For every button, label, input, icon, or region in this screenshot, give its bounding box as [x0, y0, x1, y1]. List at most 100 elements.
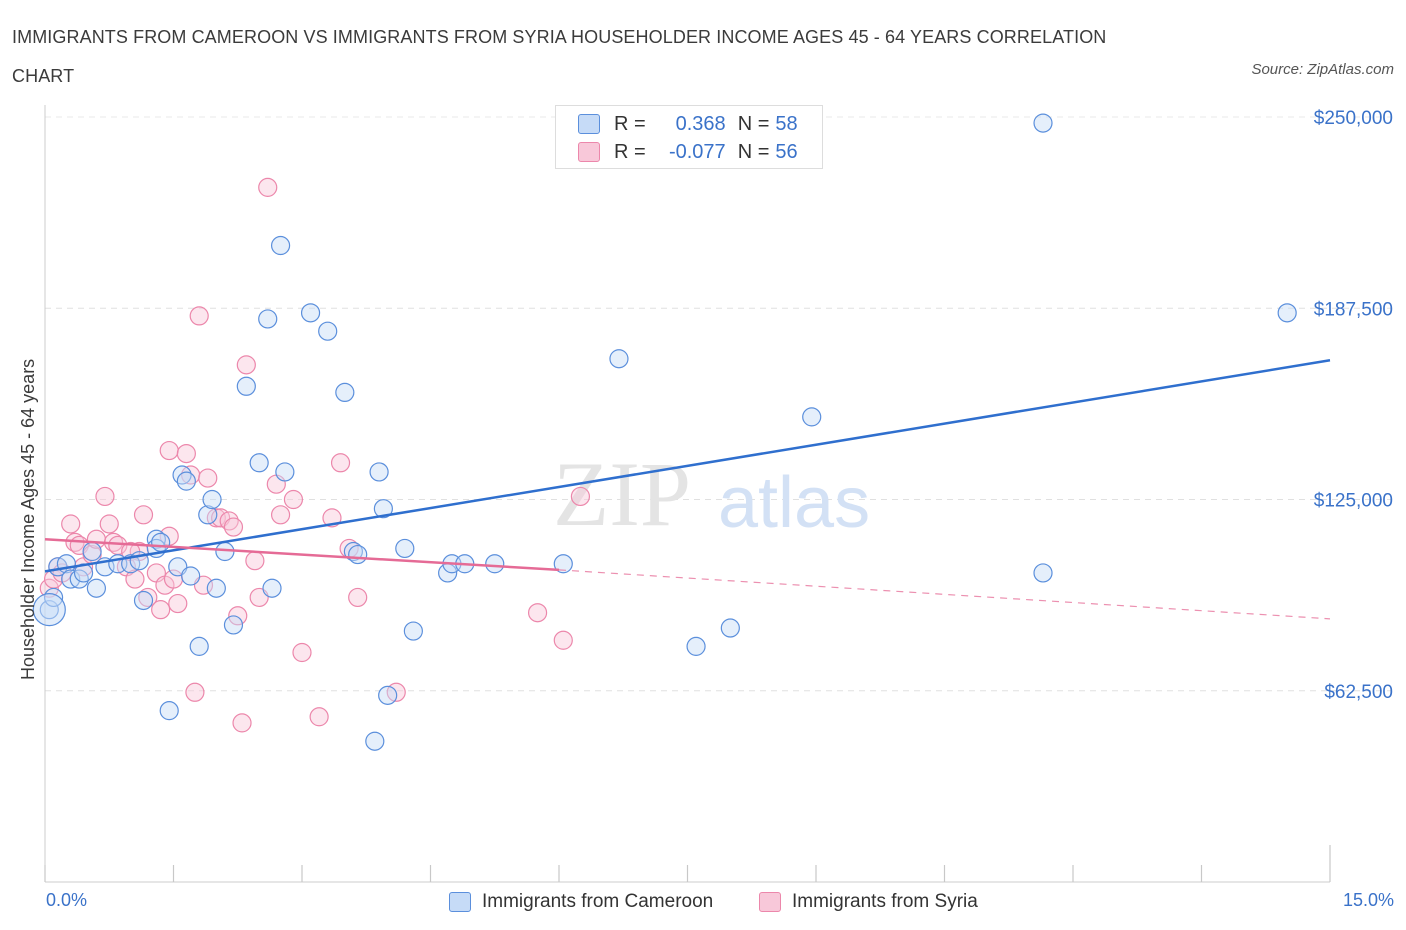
syria-point	[228, 606, 248, 626]
cameroon-point	[300, 303, 321, 323]
syria-point	[125, 569, 145, 589]
syria-trend-line	[44, 538, 560, 572]
n-label: N =	[737, 140, 770, 163]
cameroon-point	[553, 554, 573, 574]
cameroon-point	[258, 309, 278, 329]
cameroon-point	[318, 321, 338, 341]
cameroon-point-large	[32, 593, 66, 627]
r-label: R =	[614, 112, 646, 135]
syria-swatch	[578, 142, 600, 162]
cameroon-point	[262, 578, 282, 598]
cameroon-point	[159, 701, 179, 721]
cameroon-points	[32, 113, 1297, 751]
syria-point	[133, 505, 154, 525]
y-tick-label: $125,000	[1314, 491, 1393, 512]
cameroon-point	[82, 541, 102, 562]
cameroon-point	[365, 731, 385, 751]
cameroon-point	[1277, 303, 1297, 323]
syria-point	[151, 600, 171, 620]
legend-label-syria: Immigrants from Syria	[792, 891, 978, 912]
syria-point	[189, 306, 209, 326]
cameroon-point	[1033, 563, 1053, 583]
syria-point	[283, 489, 304, 510]
y-axis-label: Householder Income Ages 45 - 64 years	[18, 358, 38, 680]
r-value-syria: -0.077	[668, 140, 726, 163]
syria-trend-line-extension	[558, 569, 1331, 620]
syria-point	[236, 355, 256, 375]
axes	[44, 105, 1331, 883]
syria-point	[176, 444, 196, 464]
cameroon-point	[151, 532, 171, 552]
syria-point	[61, 514, 81, 534]
watermark-atlas: atlas	[718, 463, 870, 543]
syria-point	[527, 603, 548, 623]
r-value-cameroon: 0.368	[675, 112, 726, 135]
x-tick-max: 15.0%	[1342, 890, 1394, 910]
legend-item-cameroon: Immigrants from Cameroon	[449, 888, 713, 916]
syria-point	[168, 593, 188, 614]
syria-point	[223, 517, 244, 537]
cameroon-point	[270, 235, 291, 256]
cameroon-point	[236, 376, 256, 396]
cameroon-point	[189, 636, 209, 656]
cameroon-trend-line	[44, 359, 1331, 573]
syria-point	[330, 453, 351, 473]
syria-point	[270, 505, 291, 525]
n-value-cameroon: 58	[775, 112, 798, 135]
stats-legend: R = 0.368 N = 58 R = -0.077 N = 56	[555, 105, 823, 169]
source-label: Source: ZipAtlas.com	[1251, 61, 1394, 78]
n-value-syria: 56	[775, 140, 798, 163]
syria-point	[99, 514, 119, 534]
cameroon-point	[686, 636, 706, 656]
n-label: N =	[737, 112, 770, 135]
cameroon-point	[335, 382, 355, 402]
x-tick-min: 0.0%	[46, 890, 88, 910]
y-tick-label: $62,500	[1324, 682, 1393, 703]
cameroon-point	[609, 349, 629, 369]
cameroon-point	[720, 618, 740, 638]
stats-row-cameroon: R = 0.368 N = 58	[578, 111, 798, 137]
cameroon-point	[249, 453, 269, 473]
syria-point	[258, 177, 278, 197]
watermark: ZIP atlas	[553, 443, 870, 545]
cameroon-point	[403, 621, 423, 641]
cameroon-point	[1033, 113, 1053, 133]
legend-label-cameroon: Immigrants from Cameroon	[482, 891, 714, 912]
syria-point	[95, 486, 115, 507]
watermark-zip: ZIP	[553, 443, 691, 545]
cameroon-point	[395, 538, 415, 559]
syria-point	[292, 642, 312, 663]
y-tick-label: $250,000	[1314, 108, 1393, 129]
cameroon-point	[802, 407, 822, 427]
syria-point	[198, 468, 218, 488]
cameroon-point	[378, 685, 398, 705]
syria-point	[185, 682, 205, 702]
y-tick-label: $187,500	[1314, 299, 1393, 320]
trend-lines	[44, 359, 1331, 620]
syria-points	[39, 177, 591, 733]
cameroon-point	[348, 544, 368, 565]
syria-point	[309, 707, 329, 727]
cameroon-legend-swatch	[449, 892, 471, 912]
cameroon-point	[176, 471, 196, 491]
cameroon-swatch	[578, 114, 600, 134]
syria-point	[232, 713, 252, 733]
cameroon-point	[369, 462, 389, 482]
cameroon-point	[206, 578, 226, 598]
cameroon-point	[485, 554, 505, 574]
y-tick-labels: $62,500 $125,000 $187,500 $250,000	[1314, 108, 1393, 703]
syria-legend-swatch	[759, 892, 781, 912]
stats-row-syria: R = -0.077 N = 56	[578, 139, 798, 165]
cameroon-point	[275, 462, 295, 482]
syria-point	[553, 630, 573, 650]
r-label: R =	[614, 140, 646, 163]
syria-point	[245, 551, 265, 571]
cameroon-point	[223, 615, 244, 635]
cameroon-point	[181, 566, 201, 586]
cameroon-point	[202, 489, 222, 510]
legend-item-syria: Immigrants from Syria	[759, 888, 978, 916]
chart-title: IMMIGRANTS FROM CAMEROON VS IMMIGRANTS F…	[12, 27, 1107, 86]
cameroon-point	[373, 499, 393, 519]
grid-lines	[45, 116, 1392, 692]
